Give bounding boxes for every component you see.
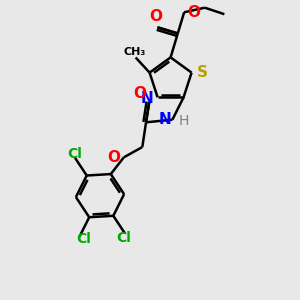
Text: O: O (133, 85, 146, 100)
Text: O: O (149, 9, 163, 24)
Text: Cl: Cl (68, 147, 82, 161)
Text: O: O (107, 150, 120, 165)
Text: Cl: Cl (116, 231, 131, 245)
Text: S: S (197, 65, 208, 80)
Text: CH₃: CH₃ (123, 47, 145, 57)
Text: H: H (179, 114, 189, 128)
Text: N: N (140, 91, 153, 106)
Text: Cl: Cl (77, 232, 92, 246)
Text: O: O (188, 5, 201, 20)
Text: N: N (158, 112, 171, 127)
